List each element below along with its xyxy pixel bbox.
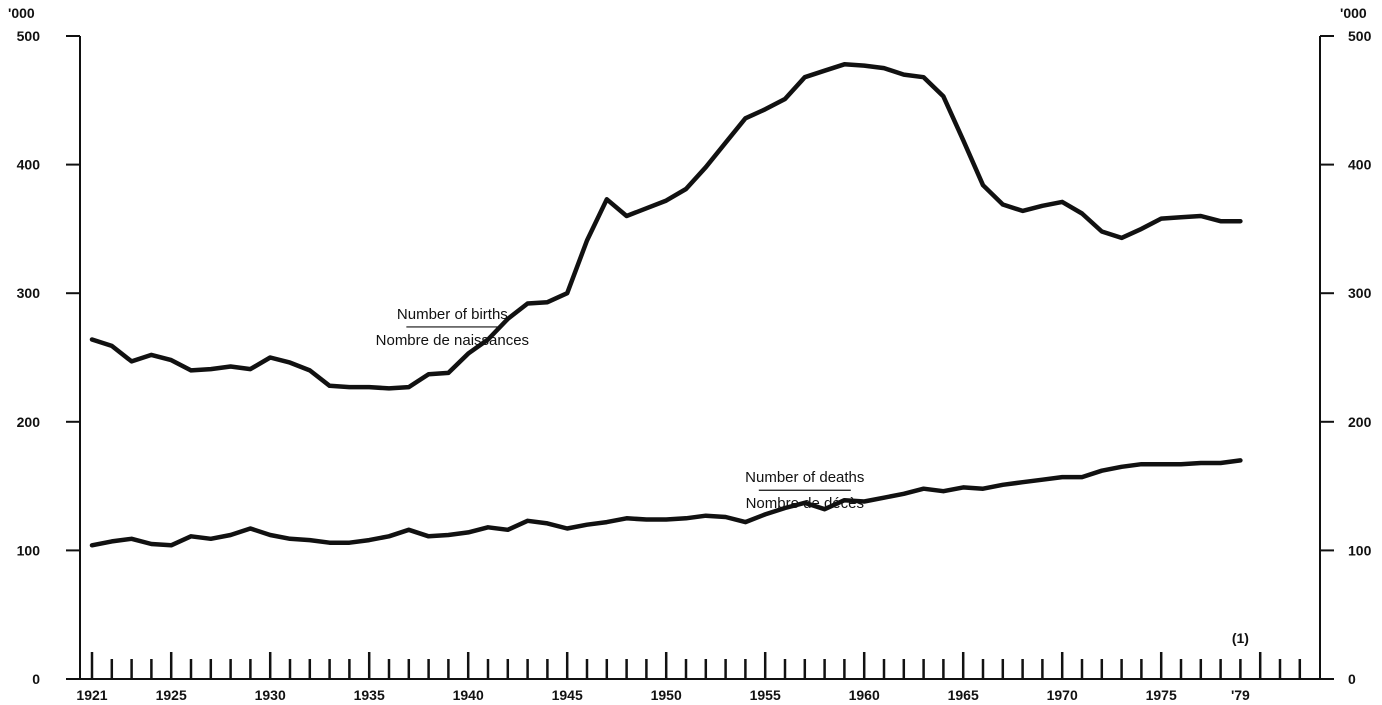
y-tick-label-right: 100: [1348, 542, 1372, 558]
x-tick-label: 1925: [156, 687, 187, 703]
y-tick-label-left: 200: [17, 414, 41, 430]
x-tick-label: 1945: [552, 687, 583, 703]
y-tick-label-right: 200: [1348, 414, 1372, 430]
series-lines: [89, 62, 1243, 548]
series-labels: Number of births Nombre de naissances Numb…: [376, 306, 865, 512]
x-tick-label: 1975: [1146, 687, 1177, 703]
x-tick-label: 1955: [750, 687, 781, 703]
x-tick-label: 1970: [1047, 687, 1078, 703]
y-tick-label-right: 400: [1348, 157, 1372, 173]
y-tick-label-left: 100: [17, 542, 41, 558]
y-tick-label-right: 500: [1348, 28, 1372, 44]
y-tick-label-left: 400: [17, 157, 41, 173]
right-unit-label: '000: [1340, 5, 1367, 21]
annotation-note: (1): [1232, 630, 1249, 646]
deaths-label-en: Number of deaths: [745, 469, 864, 486]
y-tick-label-right: 300: [1348, 285, 1372, 301]
y-axis-ticks: 0 0 100 100 200 200 300 300 400 400 500 500: [17, 28, 1372, 687]
births-label-en: Number of births: [397, 306, 508, 323]
left-unit-label: '000: [8, 5, 35, 21]
x-tick-label: 1965: [948, 687, 979, 703]
x-tick-label: 1940: [453, 687, 484, 703]
y-tick-label-left: 300: [17, 285, 41, 301]
x-tick-label: 1930: [255, 687, 286, 703]
x-tick-label: 1935: [354, 687, 385, 703]
x-tick-label: 1960: [849, 687, 880, 703]
deaths-line: [89, 458, 1243, 548]
deaths-label-fr: Nombre de décès: [746, 495, 864, 512]
y-tick-label-right: 0: [1348, 671, 1356, 687]
y-tick-label-left: 0: [32, 671, 40, 687]
axes: [79, 36, 1321, 680]
births-label-fr: Nombre de naissances: [376, 332, 529, 349]
x-tick-label: '79: [1231, 687, 1250, 703]
y-tick-label-left: 500: [17, 28, 41, 44]
births-line: [89, 62, 1243, 391]
x-axis-ticks: 1921 1925 1930 1935 1940 1945 1950 1955 1960 1965…: [76, 630, 1302, 703]
x-tick-label: 1950: [651, 687, 682, 703]
x-tick-label: 1921: [76, 687, 107, 703]
